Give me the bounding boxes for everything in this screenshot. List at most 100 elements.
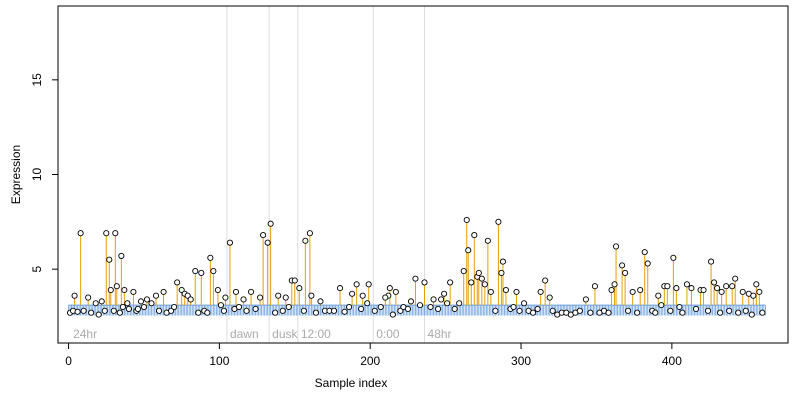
data-point (346, 303, 353, 311)
segment-label: dawn (230, 327, 259, 341)
x-tick-label: 400 (662, 354, 682, 368)
expression-stems (74, 219, 760, 306)
data-point (537, 288, 544, 295)
data-point (312, 309, 319, 316)
data-point (625, 307, 632, 314)
data-point (174, 279, 181, 286)
data-point (243, 307, 250, 314)
data-point (118, 252, 125, 259)
data-point (267, 220, 274, 227)
data-point (260, 232, 267, 239)
data-point (629, 288, 636, 295)
data-point (364, 300, 371, 307)
data-point (667, 307, 674, 314)
data-point (739, 288, 746, 295)
data-point (336, 285, 344, 292)
data-point (88, 309, 95, 316)
data-point (365, 281, 372, 288)
data-point (644, 260, 651, 267)
data-point (308, 292, 315, 299)
x-axis-label: Sample index (315, 376, 388, 390)
data-point (605, 309, 612, 316)
data-point (748, 311, 755, 318)
data-point (679, 309, 686, 316)
data-point (404, 305, 411, 312)
data-point (717, 309, 724, 316)
data-point (499, 258, 506, 265)
data-point (217, 302, 224, 309)
data-point (392, 288, 399, 295)
data-point (521, 300, 528, 307)
data-point (359, 292, 366, 299)
data-point (187, 296, 194, 303)
data-point (534, 305, 541, 312)
data-point (382, 294, 389, 301)
data-point (235, 303, 243, 311)
data-point (683, 281, 690, 288)
x-axis: 0 100 200 300 400 (65, 342, 682, 368)
data-point (655, 292, 662, 299)
data-point (510, 303, 517, 311)
data-point (195, 309, 202, 316)
data-point (291, 277, 298, 284)
data-point (516, 307, 523, 314)
data-point (330, 307, 338, 314)
segment-label: 0:00 (376, 327, 400, 341)
data-point (275, 292, 282, 299)
data-point (465, 247, 472, 254)
segment-label: 48hr (428, 327, 452, 341)
data-point (435, 305, 442, 312)
data-point (171, 303, 178, 311)
y-tick-label: 5 (30, 266, 44, 273)
data-point (296, 285, 303, 292)
data-point (107, 286, 114, 294)
expression-points (67, 216, 766, 318)
data-point (110, 307, 117, 314)
data-point (300, 307, 307, 314)
data-point (591, 283, 598, 290)
data-point (441, 290, 448, 297)
data-point (742, 307, 749, 314)
data-point (664, 283, 671, 290)
data-point (714, 285, 721, 292)
x-tick-label: 200 (360, 354, 380, 368)
data-point (116, 309, 123, 316)
data-point (204, 309, 211, 316)
data-point (341, 308, 348, 315)
data-point (222, 294, 229, 301)
data-point (478, 275, 485, 282)
data-point (152, 292, 160, 299)
data-point (106, 256, 113, 263)
data-point (495, 218, 502, 225)
data-point (272, 309, 279, 316)
data-point (279, 307, 286, 314)
data-point (103, 230, 110, 237)
data-point (438, 296, 445, 303)
data-point (652, 309, 659, 316)
data-point (463, 216, 470, 223)
y-axis: 5 10 15 (30, 73, 59, 273)
data-point (92, 300, 99, 307)
data-point (210, 268, 217, 275)
y-tick-label: 10 (30, 168, 44, 182)
data-point (71, 292, 78, 299)
data-point (317, 298, 324, 305)
data-point (637, 286, 644, 294)
data-point (421, 279, 428, 286)
data-point (634, 309, 641, 316)
segment-label: dusk (272, 327, 298, 341)
data-point (130, 288, 137, 295)
data-point (542, 277, 549, 284)
data-point (306, 230, 313, 237)
data-point (113, 283, 120, 290)
data-point (481, 281, 488, 288)
x-tick-label: 0 (65, 354, 72, 368)
data-point (430, 296, 437, 303)
data-point (723, 283, 730, 290)
data-point (676, 303, 683, 311)
data-point (125, 305, 132, 312)
data-point (658, 302, 665, 309)
data-point (240, 296, 247, 303)
data-point (85, 294, 92, 301)
data-point (349, 290, 356, 297)
